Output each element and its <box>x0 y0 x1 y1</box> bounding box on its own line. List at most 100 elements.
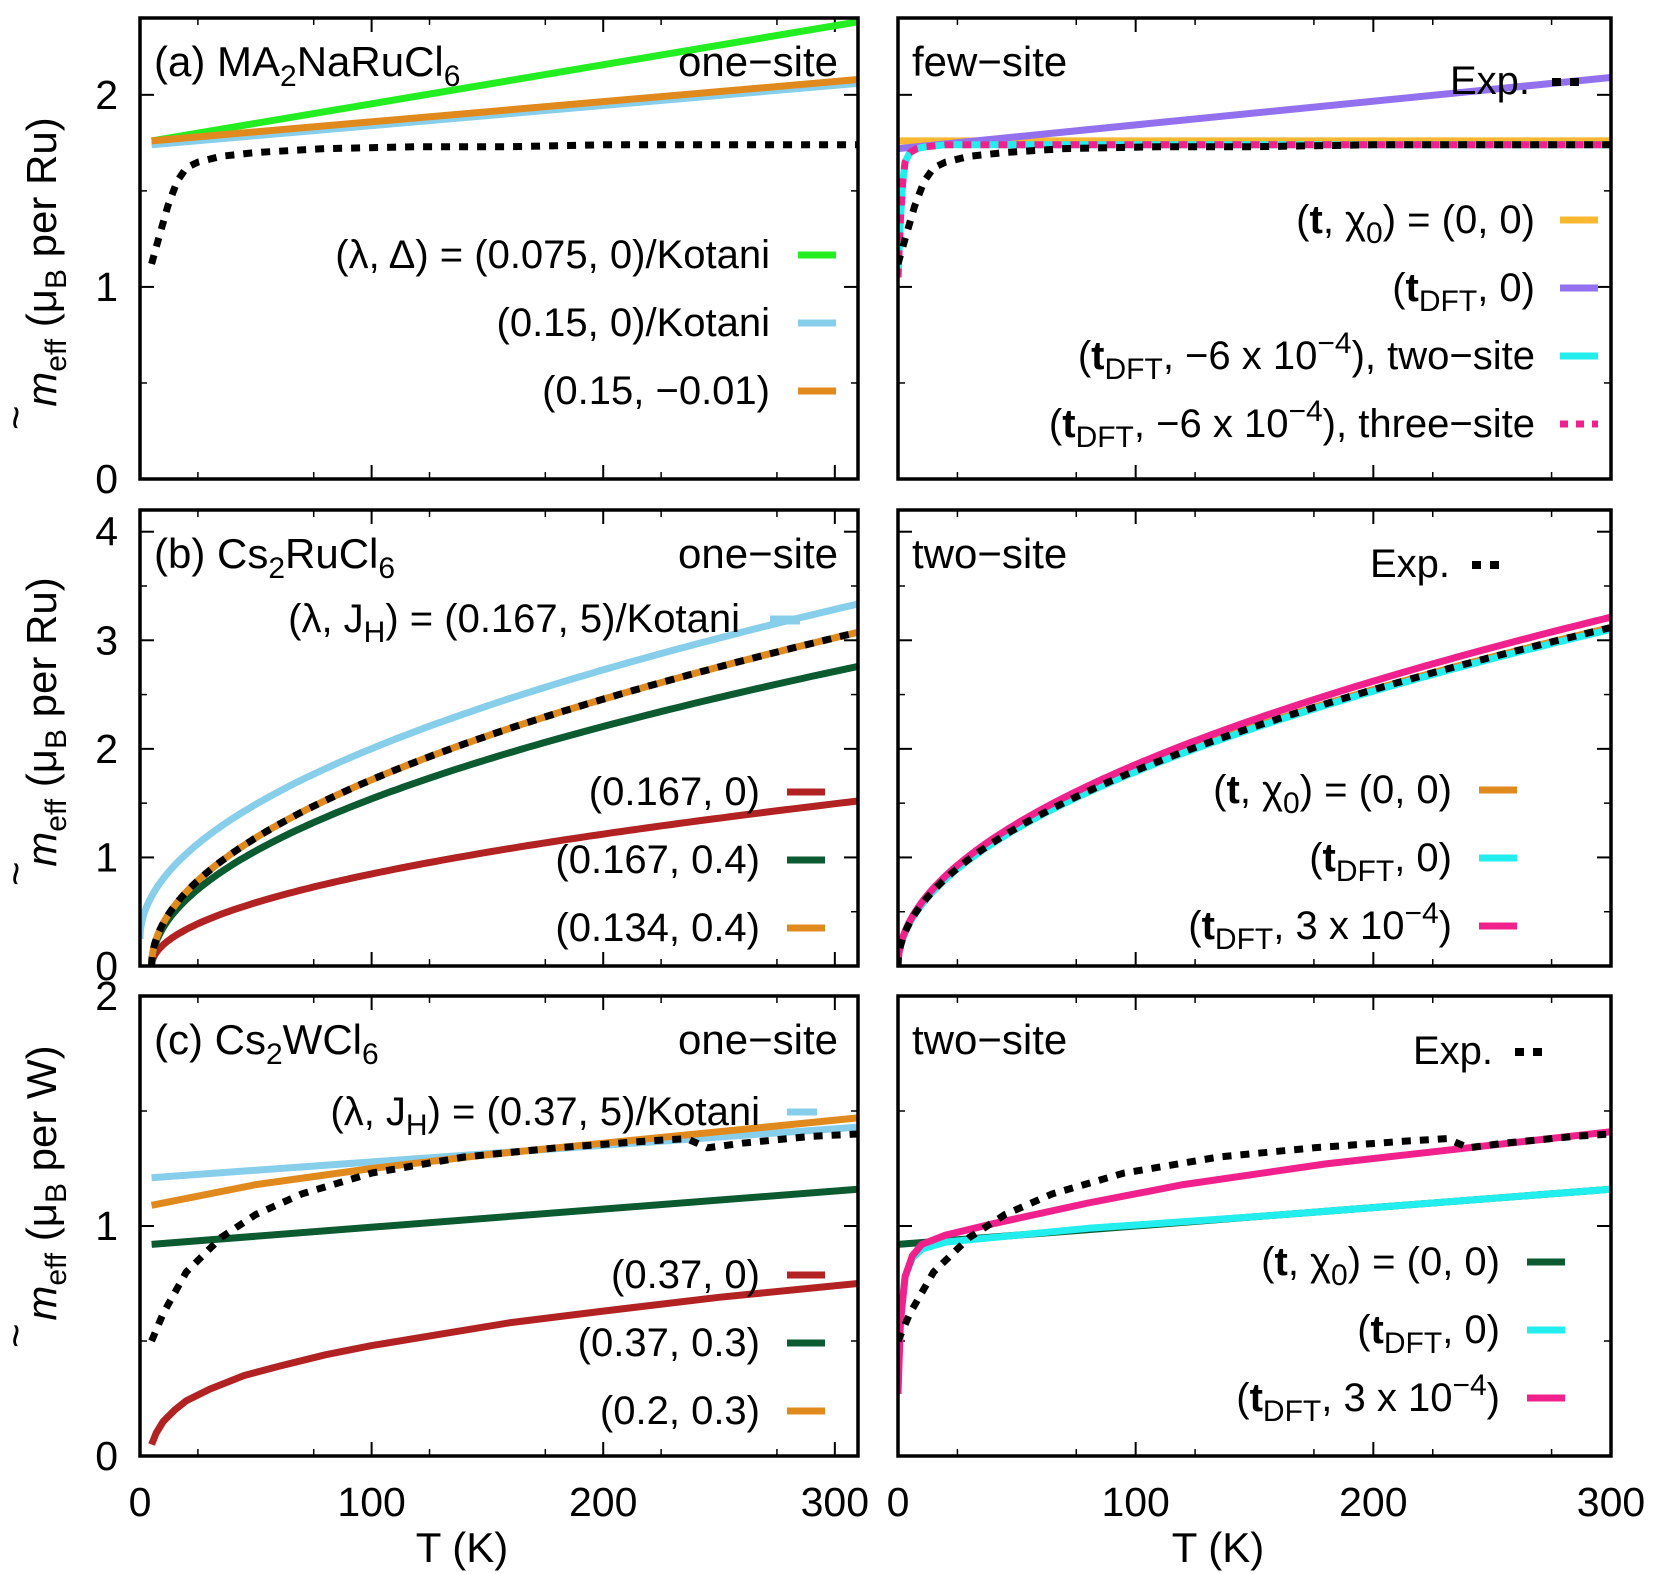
legend-label: (0.15, −0.01) <box>542 369 770 413</box>
legend-label-3-1-part-0: ( <box>1309 836 1323 880</box>
legend-label: (t, χ0) = (0, 0) <box>1261 1240 1500 1292</box>
series-line-1 <box>148 797 858 966</box>
legend-label-5-2-part-2: DFT <box>1263 1395 1321 1428</box>
legend-label-5-2-part-4: −4 <box>1452 1369 1486 1402</box>
legend-label: (tDFT, 3 x 10−4) <box>1188 897 1452 956</box>
legend-label-1-0-part-2: , χ <box>1323 198 1366 242</box>
legend-label-1-0-part-0: ( <box>1296 198 1310 242</box>
y-tick-label: 0 <box>95 943 118 989</box>
legend-label-1-1-part-0: ( <box>1392 266 1406 310</box>
legend-label-c0-part-0: (λ, J <box>330 1090 406 1134</box>
legend-label-3-1-part-3: , 0) <box>1394 836 1452 880</box>
legend-label-3-0-part-1: t <box>1226 768 1239 812</box>
legend-label: (λ, Δ) = (0.075, 0)/Kotani <box>335 233 770 277</box>
y-tick-label: 0 <box>95 456 118 502</box>
series-line-2 <box>151 1185 858 1248</box>
y-tick-label: 0 <box>95 1433 118 1479</box>
legend-label-1-2-part-5: ), two−site <box>1352 334 1535 378</box>
legend-exp-label: Exp. <box>1450 59 1530 103</box>
legend-exp-label: Exp. <box>1370 542 1450 586</box>
legend-label: (0.134, 0.4) <box>555 906 760 950</box>
legend-label-5-1-part-1: t <box>1371 1308 1384 1352</box>
legend-label: (tDFT, 0) <box>1392 266 1535 318</box>
legend-label: (0.37, 0.3) <box>578 1321 760 1365</box>
x-axis-title-left: T (K) <box>416 1524 509 1571</box>
series-line-3 <box>898 624 1611 966</box>
panel-title-part-0: (c) Cs <box>154 1016 266 1063</box>
y-axis-title-c-rest: per W) <box>18 1045 65 1183</box>
y-axis-title-a: meff (μB per Ru) <box>18 117 73 406</box>
legend-label-1-3-part-4: −4 <box>1288 395 1322 428</box>
legend-label-5-2-part-0: ( <box>1236 1376 1250 1420</box>
y-tick-label: 1 <box>95 834 118 880</box>
legend-label-5-2-part-3: , 3 x 10 <box>1321 1376 1452 1420</box>
y-tick-label: 1 <box>95 1203 118 1249</box>
series-line-1 <box>148 1280 858 1446</box>
legend-label-1-0-part-3: 0 <box>1366 217 1383 250</box>
y-axis-title-b-sub2: B <box>40 729 73 749</box>
plot-frame <box>138 16 860 481</box>
panel-title: (b) Cs2RuCl6 <box>154 530 395 585</box>
y-axis-title-a-rest: per Ru) <box>18 117 65 269</box>
legend-header-label: (λ, JH) = (0.167, 5)/Kotani <box>288 597 740 649</box>
legend-label: (tDFT, 3 x 10−4) <box>1236 1369 1500 1428</box>
legend-label-5-2-part-1: t <box>1250 1376 1263 1420</box>
panel-title-part-3: 6 <box>362 1038 379 1071</box>
legend-header-part-2: ) = (0.167, 5)/Kotani <box>385 597 740 641</box>
legend-label: (t, χ0) = (0, 0) <box>1213 768 1452 820</box>
legend-label-3-2-part-3: , 3 x 10 <box>1273 904 1404 948</box>
panel-title-part-1: 2 <box>266 1038 283 1071</box>
legend-label-5-0-part-0: ( <box>1261 1240 1275 1284</box>
legend-label-1-1-part-1: t <box>1406 266 1419 310</box>
series-line-4 <box>898 141 1611 265</box>
x-tick-label: 0 <box>129 1479 152 1525</box>
y-tick-label: 2 <box>95 973 118 1019</box>
y-axis-title-b: meff (μB per Ru) <box>18 577 73 866</box>
series-line-3 <box>898 1130 1611 1343</box>
legend-label: (tDFT, −6 x 10−4), two−site <box>1078 327 1535 386</box>
panel-title-part-2: NaRuCl <box>297 38 444 85</box>
legend-label-3-0-part-4: ) = (0, 0) <box>1300 768 1452 812</box>
legend-label-5-1-part-3: , 0) <box>1442 1308 1500 1352</box>
legend-label-5-1-part-0: ( <box>1357 1308 1371 1352</box>
plot-frame <box>138 994 860 1458</box>
legend-header-part-0: (λ, J <box>288 597 364 641</box>
x-tick-label: 300 <box>801 1479 869 1525</box>
panel-title: two−site <box>912 530 1067 577</box>
panel-title-part-1: 2 <box>268 552 285 585</box>
legend-exp-label: Exp. <box>1413 1029 1493 1073</box>
panel-title: (a) MA2NaRuCl6 <box>154 38 460 93</box>
legend-label-1-2-part-0: ( <box>1078 334 1092 378</box>
y-tick-label: 2 <box>95 726 118 772</box>
legend-label-3-1-part-2: DFT <box>1336 855 1394 888</box>
series-line-3 <box>148 141 858 265</box>
legend-label-5-1-part-2: DFT <box>1384 1327 1442 1360</box>
y-axis-title-a-paren: (μ <box>18 289 65 339</box>
legend-label-3-2-part-5: ) <box>1439 904 1452 948</box>
y-axis-title-a-sub1: eff <box>40 338 73 371</box>
legend-label: (tDFT, 0) <box>1309 836 1452 888</box>
series-line-0 <box>151 18 858 145</box>
panel-title-part-2: WCl <box>283 1016 362 1063</box>
series-line-0 <box>140 600 858 940</box>
method-label: one−site <box>678 38 838 85</box>
series-line-2 <box>898 1128 1611 1395</box>
legend-label-3-2-part-2: DFT <box>1215 923 1273 956</box>
legend-label-1-3-part-5: ), three−site <box>1323 402 1535 446</box>
legend-label-3-2-part-0: ( <box>1188 904 1202 948</box>
legend-label: (t, χ0) = (0, 0) <box>1296 198 1535 250</box>
y-axis-title-a-sub2: B <box>40 269 73 289</box>
legend-label: (0.167, 0) <box>589 770 760 814</box>
legend-label-3-1-part-1: t <box>1323 836 1336 880</box>
x-tick-label: 200 <box>1339 1479 1407 1525</box>
legend-label-1-3-part-1: t <box>1062 402 1075 446</box>
legend-label-1-0-part-1: t <box>1309 198 1322 242</box>
x-axis-title-right: T (K) <box>1172 1524 1265 1571</box>
y-axis-title-c-sub2: B <box>40 1183 73 1203</box>
legend-label: (0.15, 0)/Kotani <box>497 301 771 345</box>
plot-area <box>140 600 858 966</box>
legend-label-1-3-part-2: DFT <box>1076 421 1134 454</box>
y-tick-label: 4 <box>95 509 118 555</box>
y-tick-label: 1 <box>95 264 118 310</box>
